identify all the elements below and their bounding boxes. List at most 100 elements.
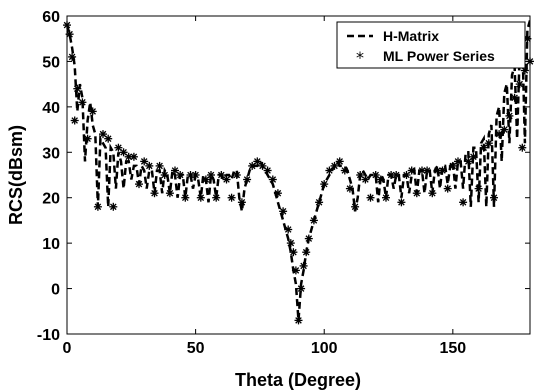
series-layer <box>63 20 534 325</box>
marker-ml-power-series <box>286 239 295 248</box>
y-tick-label: 40 <box>42 100 60 117</box>
marker-ml-power-series <box>345 184 354 193</box>
marker-ml-power-series <box>330 161 339 170</box>
marker-ml-power-series <box>207 171 215 179</box>
marker-ml-power-series <box>104 134 113 143</box>
marker-ml-power-series <box>291 266 300 275</box>
plot-frame <box>66 15 531 335</box>
marker-ml-power-series <box>289 248 298 257</box>
marker-ml-power-series <box>297 284 306 293</box>
marker-ml-power-series <box>495 130 504 139</box>
y-tick-label: 60 <box>42 9 60 26</box>
series-line-h-matrix <box>67 20 530 321</box>
marker-ml-power-series <box>165 189 174 198</box>
marker-ml-power-series <box>335 157 344 166</box>
marker-ml-power-series <box>366 193 375 202</box>
marker-ml-power-series <box>258 161 267 170</box>
y-tick-label: -10 <box>37 327 60 344</box>
marker-ml-power-series <box>479 143 488 152</box>
marker-ml-power-series <box>302 248 311 257</box>
marker-ml-power-series <box>320 180 329 189</box>
marker-ml-power-series <box>68 52 77 61</box>
marker-ml-power-series <box>78 98 87 107</box>
marker-ml-power-series <box>217 171 226 179</box>
x-tick-label: 100 <box>311 340 338 357</box>
marker-ml-power-series <box>284 225 293 234</box>
marker-ml-power-series <box>88 107 97 116</box>
marker-ml-power-series <box>191 171 200 179</box>
marker-ml-power-series <box>474 184 483 193</box>
marker-ml-power-series <box>382 193 390 202</box>
x-tick-label: 0 <box>63 340 72 357</box>
marker-ml-power-series <box>356 171 365 179</box>
marker-ml-power-series <box>407 166 416 175</box>
marker-ml-power-series <box>469 152 478 161</box>
marker-ml-power-series <box>212 193 221 202</box>
marker-ml-power-series <box>176 171 185 179</box>
legend-marker-ml-power-series: * <box>356 48 364 67</box>
marker-ml-power-series <box>181 193 190 202</box>
x-tick-label: 50 <box>187 340 205 357</box>
marker-ml-power-series <box>268 175 277 184</box>
marker-ml-power-series <box>464 157 473 166</box>
marker-ml-power-series <box>109 202 118 211</box>
marker-ml-power-series <box>299 261 308 270</box>
marker-ml-power-series <box>119 148 128 157</box>
marker-ml-power-series <box>500 125 509 134</box>
y-tick-label: 50 <box>42 54 60 71</box>
marker-ml-power-series <box>273 189 282 198</box>
marker-ml-power-series <box>515 80 524 89</box>
marker-ml-power-series <box>294 316 303 325</box>
marker-ml-power-series <box>443 184 452 193</box>
marker-ml-power-series <box>402 171 411 179</box>
marker-ml-power-series <box>145 161 154 170</box>
marker-ml-power-series <box>263 166 272 175</box>
marker-ml-power-series <box>160 171 169 179</box>
marker-ml-power-series <box>135 180 143 189</box>
marker-ml-power-series <box>448 161 457 170</box>
legend: H-Matrix * ML Power Series <box>336 21 526 69</box>
marker-ml-power-series <box>248 161 257 170</box>
y-tick-label: 0 <box>51 282 60 299</box>
marker-ml-power-series <box>140 157 149 166</box>
marker-ml-power-series <box>243 175 252 184</box>
legend-label-ml-power-series: ML Power Series <box>383 48 495 64</box>
marker-ml-power-series <box>73 84 82 93</box>
marker-ml-power-series <box>423 166 432 175</box>
marker-ml-power-series <box>129 152 138 161</box>
marker-ml-power-series <box>518 143 527 152</box>
marker-ml-power-series <box>484 139 493 148</box>
marker-ml-power-series <box>150 189 159 198</box>
marker-ml-power-series <box>392 171 401 179</box>
marker-ml-power-series <box>397 198 406 207</box>
y-tick-label: 30 <box>42 145 60 162</box>
marker-ml-power-series <box>83 134 92 143</box>
y-tick-label: 10 <box>42 236 60 253</box>
y-tick-label: 20 <box>42 191 60 208</box>
marker-ml-power-series <box>237 198 246 207</box>
marker-ml-power-series <box>155 161 164 170</box>
x-tick-label: 150 <box>439 340 466 357</box>
marker-ml-power-series <box>428 189 437 198</box>
marker-ml-power-series <box>309 216 318 225</box>
legend-box <box>336 21 526 69</box>
marker-ml-power-series <box>227 193 236 202</box>
marker-ml-power-series <box>315 198 324 207</box>
marker-ml-power-series <box>371 171 380 179</box>
marker-ml-power-series <box>325 166 334 175</box>
marker-ml-power-series <box>412 189 421 198</box>
marker-ml-power-series <box>459 198 468 207</box>
marker-ml-power-series <box>438 166 447 175</box>
marker-ml-power-series <box>376 175 385 184</box>
marker-ml-power-series <box>505 111 514 120</box>
marker-ml-power-series <box>510 93 519 102</box>
plot-area <box>67 16 530 334</box>
marker-ml-power-series <box>387 171 396 179</box>
marker-ml-power-series <box>340 166 349 175</box>
marker-ml-power-series <box>351 202 360 211</box>
marker-ml-power-series <box>201 175 210 184</box>
y-axis-label: RCS(dBsm) <box>6 125 26 225</box>
marker-ml-power-series <box>232 171 241 179</box>
marker-ml-power-series <box>65 30 74 39</box>
